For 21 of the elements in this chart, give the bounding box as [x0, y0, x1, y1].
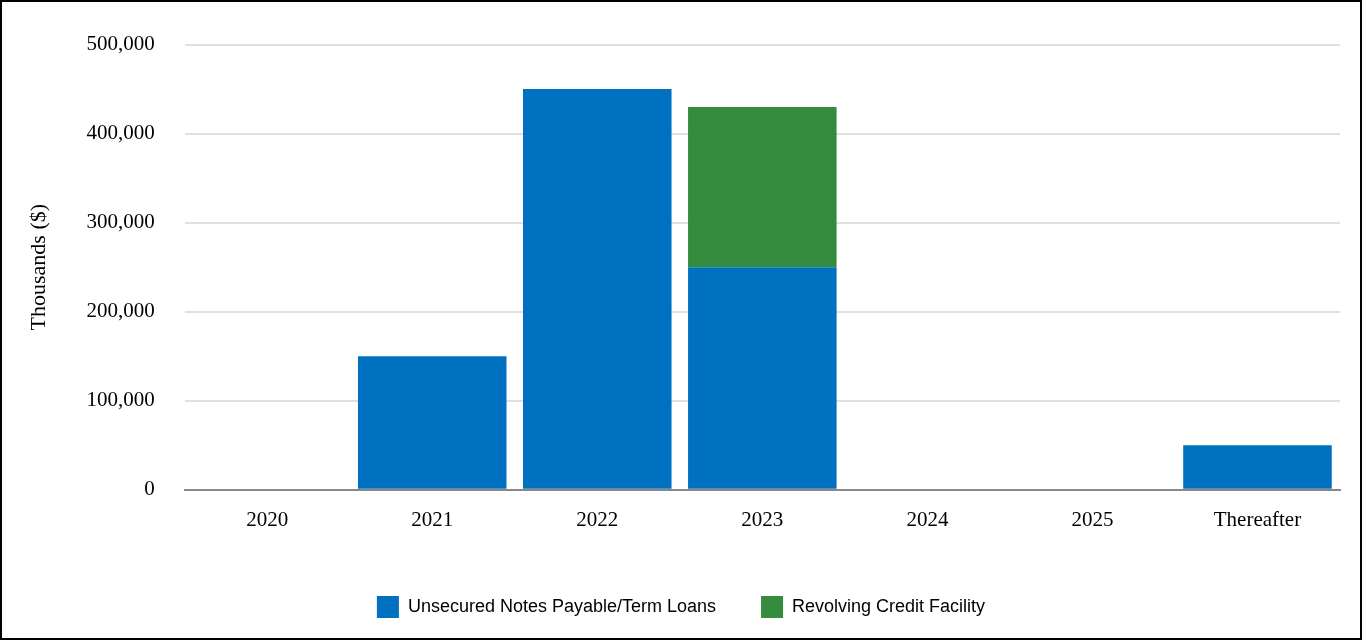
y-tick-label: 300,000: [86, 209, 155, 234]
x-tick-label: 2024: [906, 506, 949, 531]
y-tick-label: 400,000: [86, 120, 155, 145]
legend-label: Revolving Credit Facility: [792, 595, 986, 616]
x-tick-label: 2022: [576, 506, 619, 531]
legend-label: Unsecured Notes Payable/Term Loans: [407, 595, 717, 616]
bar: [688, 267, 837, 489]
x-tick-label: 2023: [741, 506, 784, 531]
x-tick-label: 2025: [1071, 506, 1114, 531]
y-tick-label: 0: [144, 476, 155, 501]
bar: [688, 106, 837, 268]
y-tick-label: 100,000: [86, 387, 155, 412]
x-tick-label: 2020: [246, 506, 289, 531]
y-tick-label: 500,000: [86, 31, 155, 56]
y-tick-label: 200,000: [86, 298, 155, 323]
x-tick-label: Thereafter: [1213, 506, 1302, 531]
bar: [357, 356, 507, 489]
bar: [1183, 445, 1332, 489]
bar: [523, 89, 672, 489]
y-axis-title: Thousands ($): [24, 203, 50, 331]
x-tick-label: 2021: [411, 506, 454, 531]
